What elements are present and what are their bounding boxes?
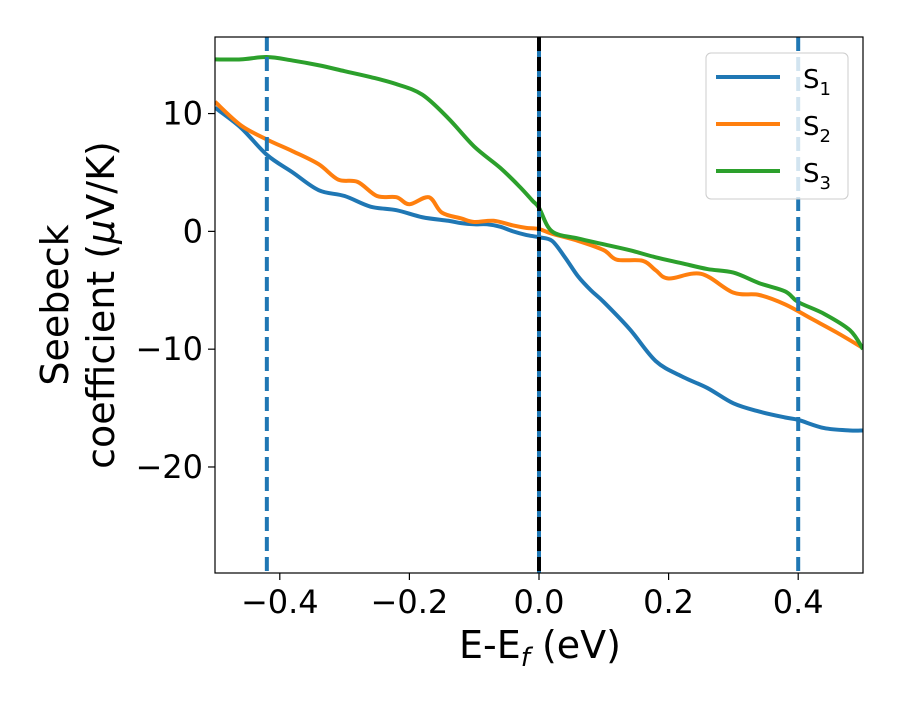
legend-label-s2: S2 — [803, 112, 831, 147]
y-tick-label: 10 — [162, 95, 203, 133]
x-tick-label: 0.0 — [514, 583, 565, 621]
axes-border — [214, 36, 864, 574]
x-axis-label-tail: (eV) — [530, 623, 621, 667]
axis-ticks: −0.4 −0.2 0.0 0.2 0.4 10 0 −10 −20 — [135, 95, 823, 621]
y-axis-label-line1: Seebeck — [33, 224, 77, 385]
y-axis-label: Seebeck coefficient (μV/K) — [33, 141, 123, 469]
series-line-s2 — [215, 100, 863, 350]
x-tick-label: −0.4 — [241, 583, 319, 621]
y-axis-label-line2: coefficient (μV/K) — [79, 141, 123, 469]
y-axis-label-line2-pre: coefficient ( — [79, 244, 123, 469]
x-axis-label-base: E-E — [459, 623, 521, 667]
x-tick-label: 0.4 — [773, 583, 824, 621]
y-tick-label: −20 — [135, 448, 203, 486]
y-tick-label: −10 — [135, 330, 203, 368]
y-axis-label-mu: μ — [79, 220, 123, 245]
legend-label-s1: S1 — [803, 65, 831, 100]
x-tick-label: −0.2 — [371, 583, 449, 621]
legend-label-s3: S3 — [803, 159, 831, 194]
y-axis-label-line2-post: V/K) — [79, 141, 123, 220]
x-axis-label: E-Ef (eV) — [459, 623, 621, 673]
x-tick-label: 0.2 — [643, 583, 694, 621]
legend: S1 S2 S3 — [705, 52, 849, 200]
axes-frame — [214, 36, 864, 574]
legend-entries: S1 S2 S3 — [716, 65, 831, 194]
y-tick-label: 0 — [183, 212, 203, 250]
